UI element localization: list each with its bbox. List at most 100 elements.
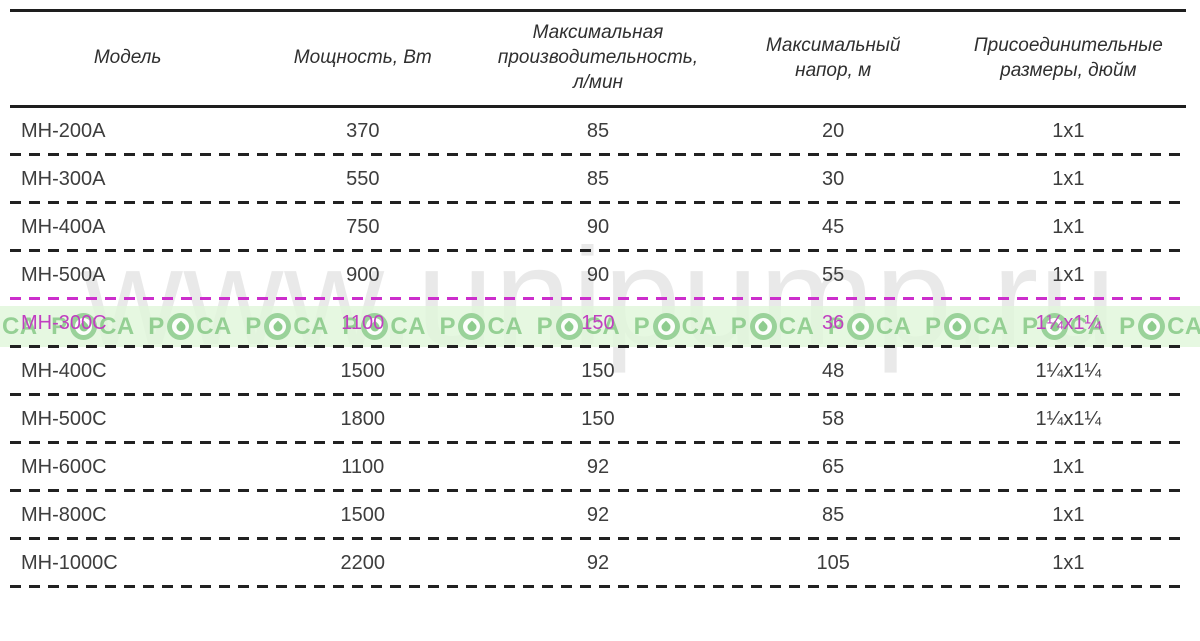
cell-model: МН-1000С (21, 551, 118, 574)
rosa-drop-icon (167, 313, 195, 340)
table-row-МН-400С: МН-400С 1500 150 48 1¼x1¼ (10, 348, 1186, 393)
table-row-МН-400А: МН-400А 750 90 45 1x1 (10, 204, 1186, 249)
table-row-МН-300А: МН-300А 550 85 30 1x1 (10, 156, 1186, 201)
cell-model: МН-300С (21, 311, 107, 334)
column-header-size: Присоединительные размеры, дюйм (973, 34, 1163, 81)
table-row-МН-300С: МН-300С 1100 150 36 1¼x1¼ (10, 300, 1186, 345)
rosa-drop-icon (264, 313, 292, 340)
column-header-head: Максимальный напор, м (765, 34, 901, 81)
cell-model: МН-600С (21, 455, 107, 478)
cell-model: МН-400А (21, 215, 106, 238)
cell-power: 1500 (340, 359, 386, 382)
row-separator (10, 201, 1186, 204)
rosa-text-prefix: Р (536, 312, 554, 340)
rosa-text-suffix: СА (681, 312, 718, 340)
rosa-logo-unit: Р СА (634, 313, 718, 340)
cell-power: 550 (346, 167, 380, 190)
rosa-text-suffix: СА (293, 312, 330, 340)
rosa-text-prefix: Р (730, 312, 748, 340)
rosa-text-suffix: СА (196, 312, 233, 340)
cell-power: 370 (346, 119, 380, 142)
table-row-МН-200А: МН-200А 370 85 20 1x1 (10, 108, 1186, 153)
rosa-drop-icon (1041, 313, 1069, 340)
row-separator-magenta (10, 297, 1186, 300)
rosa-logo-unit: РСА (0, 313, 38, 340)
rosa-drop-icon (846, 313, 874, 340)
table-row-МН-800С: МН-800С 1500 92 85 1x1 (10, 492, 1186, 537)
cell-head: 105 (816, 551, 850, 574)
cell-capacity: 92 (586, 551, 610, 574)
cell-power: 900 (346, 263, 380, 286)
rosa-text-suffix: СА (487, 312, 524, 340)
rosa-text-suffix: СА (584, 312, 621, 340)
rosa-drop-icon (70, 313, 98, 340)
rosa-text-prefix: Р (51, 312, 69, 340)
rosa-text-suffix: СА (1070, 312, 1107, 340)
rosa-text-prefix: Р (148, 312, 166, 340)
cell-head: 65 (822, 455, 845, 478)
cell-capacity: 150 (581, 359, 615, 382)
cell-power: 1100 (341, 455, 385, 478)
cell-power: 2200 (340, 551, 386, 574)
row-separator (10, 489, 1186, 492)
cell-head: 58 (822, 407, 845, 430)
cell-size: 1x1 (1052, 167, 1085, 190)
cell-power: 750 (346, 215, 380, 238)
rosa-text-prefix: Р (342, 312, 360, 340)
rosa-text-suffix: СА (972, 312, 1010, 340)
row-separator (10, 345, 1186, 348)
column-header-model: Модель (93, 47, 162, 69)
cell-size: 1¼x1¼ (1035, 359, 1102, 382)
cell-size: 1x1 (1052, 119, 1085, 142)
cell-capacity: 92 (586, 455, 610, 478)
table-header-row: Модель Мощность, Вт Максимальная производи… (10, 12, 1186, 105)
row-separator (10, 441, 1186, 444)
row-separator (10, 153, 1186, 156)
rosa-text-suffix: СА (2, 312, 39, 340)
cell-head: 55 (822, 263, 845, 286)
table-row-МН-1000С: МН-1000С 2200 92 105 1x1 (10, 540, 1186, 585)
rosa-logo-unit: Р СА (148, 313, 232, 340)
rosa-logo-unit: Р СА (925, 313, 1009, 340)
table-row-МН-600С: МН-600С 1100 92 65 1x1 (10, 444, 1186, 489)
rosa-drop-icon (652, 313, 680, 340)
header-bottom-border (10, 105, 1186, 108)
rosa-text-prefix: Р (439, 312, 457, 340)
cell-model: МН-300А (21, 167, 106, 190)
row-separator (10, 585, 1186, 588)
rosa-text-prefix: Р (633, 312, 651, 340)
rosa-text-suffix: СА (778, 312, 815, 340)
cell-head: 48 (822, 359, 845, 382)
rosa-drop-icon (555, 313, 583, 340)
cell-size: 1x1 (1052, 551, 1085, 574)
rosa-drop-icon (749, 313, 777, 340)
cell-size: 1x1 (1052, 263, 1085, 286)
cell-size: 1x1 (1052, 455, 1085, 478)
rosa-logo-unit: Р СА (537, 313, 621, 340)
rosa-drop-icon (361, 313, 389, 340)
rosa-text-prefix: Р (1119, 312, 1137, 340)
rosa-text-prefix: Р (924, 312, 942, 340)
rosa-text-suffix: СА (99, 312, 136, 340)
table-body: МН-200А 370 85 20 1x1 МН-300А 550 85 30 1x1 МН-400… (10, 108, 1186, 588)
cell-size: 1¼x1¼ (1035, 311, 1102, 334)
row-separator (10, 537, 1186, 540)
rosa-logo-unit: Р СА (342, 313, 426, 340)
row-separator (10, 393, 1186, 396)
rosa-watermark-band: РСАРСАРСАРСАРСАРСАРСАРСАРСАРСАРСАРСАРСАР… (0, 306, 1200, 347)
table-row-МН-500А: МН-500А 900 90 55 1x1 (10, 252, 1186, 297)
rosa-text-prefix: Р (245, 312, 263, 340)
cell-power: 1100 (341, 311, 385, 334)
cell-size: 1x1 (1052, 215, 1085, 238)
rosa-drop-icon (1138, 313, 1166, 340)
column-header-capacity: Максимальная производительность, л/мин (497, 22, 699, 93)
rosa-text-suffix: СА (390, 312, 427, 340)
cell-size: 1¼x1¼ (1035, 407, 1102, 430)
rosa-drop-icon (943, 313, 971, 340)
rosa-logo-unit: Р СА (439, 313, 523, 340)
cell-capacity: 150 (581, 407, 615, 430)
cell-model: МН-400С (21, 359, 107, 382)
